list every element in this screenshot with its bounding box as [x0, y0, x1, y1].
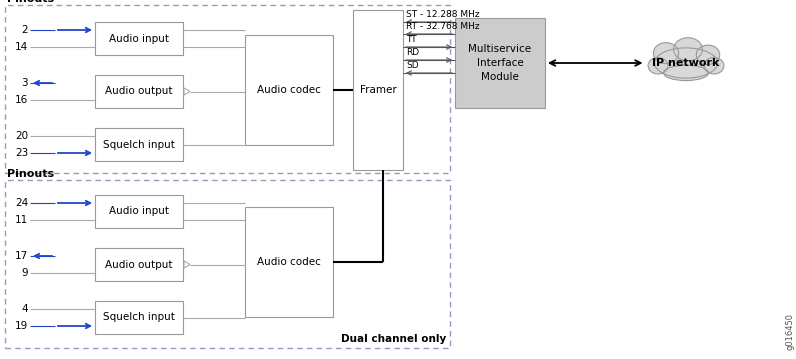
Text: 19: 19 — [15, 321, 28, 331]
Text: 11: 11 — [15, 215, 28, 225]
Text: 23: 23 — [15, 148, 28, 158]
Bar — [95, 195, 183, 228]
Bar — [5, 5, 450, 173]
Text: Interface: Interface — [477, 58, 524, 68]
Bar — [245, 207, 333, 317]
Text: g016450: g016450 — [786, 313, 794, 350]
Ellipse shape — [673, 38, 702, 61]
Ellipse shape — [696, 45, 720, 64]
Text: 17: 17 — [15, 251, 28, 261]
Bar — [95, 301, 183, 334]
Text: Audio output: Audio output — [105, 87, 173, 97]
Text: Pinouts: Pinouts — [7, 169, 54, 179]
Text: Audio input: Audio input — [109, 33, 169, 43]
Bar — [95, 248, 183, 281]
Text: Audio input: Audio input — [109, 206, 169, 216]
Text: Audio codec: Audio codec — [257, 85, 321, 95]
Bar — [353, 10, 403, 170]
Bar — [95, 75, 183, 108]
Text: Audio output: Audio output — [105, 260, 173, 270]
Text: RT - 32.768 MHz: RT - 32.768 MHz — [406, 22, 480, 31]
Text: 14: 14 — [15, 42, 28, 52]
Text: Multiservice: Multiservice — [468, 44, 532, 54]
Text: 4: 4 — [21, 304, 28, 314]
Ellipse shape — [664, 65, 708, 81]
Text: Framer: Framer — [360, 85, 396, 95]
Text: TT: TT — [406, 35, 416, 44]
Ellipse shape — [654, 48, 717, 78]
Text: SD: SD — [406, 61, 419, 70]
Text: 3: 3 — [21, 78, 28, 88]
Text: 24: 24 — [15, 198, 28, 208]
Text: Audio codec: Audio codec — [257, 257, 321, 267]
Text: ST - 12.288 MHz: ST - 12.288 MHz — [406, 10, 480, 19]
Text: 9: 9 — [21, 268, 28, 278]
Bar — [95, 128, 183, 161]
Text: 2: 2 — [21, 25, 28, 35]
Ellipse shape — [704, 57, 724, 74]
Text: Dual channel only: Dual channel only — [341, 334, 446, 344]
Text: RD: RD — [406, 48, 419, 57]
Text: IP network: IP network — [652, 58, 720, 68]
Text: Pinouts: Pinouts — [7, 0, 54, 4]
Text: Squelch input: Squelch input — [103, 312, 175, 322]
Ellipse shape — [648, 57, 668, 74]
Ellipse shape — [654, 43, 679, 64]
Text: 16: 16 — [15, 95, 28, 105]
Bar — [5, 180, 450, 348]
Text: 20: 20 — [15, 131, 28, 141]
Bar — [95, 22, 183, 55]
Text: Module: Module — [481, 72, 519, 82]
Text: Squelch input: Squelch input — [103, 140, 175, 149]
Bar — [245, 35, 333, 145]
Bar — [455, 18, 545, 108]
